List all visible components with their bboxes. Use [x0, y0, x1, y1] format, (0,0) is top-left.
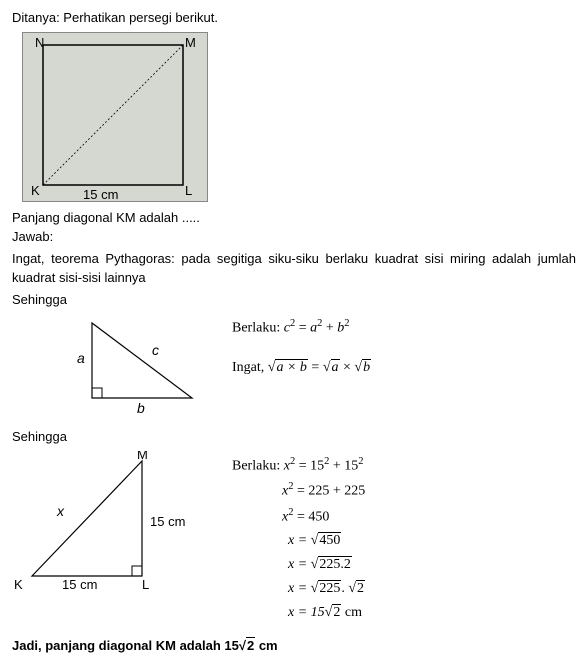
tri-a: a: [77, 350, 85, 366]
tri2-x: x: [56, 503, 65, 519]
label-side: 15 cm: [83, 187, 118, 202]
conclusion: Jadi, panjang diagonal KM adalah 152 cm: [12, 636, 576, 656]
step6: x = 225. 2: [232, 578, 576, 599]
label-K: K: [31, 183, 40, 198]
step2: x2 = 225 + 225: [232, 479, 576, 502]
tri2-K: K: [14, 577, 23, 591]
tri-b: b: [137, 400, 145, 416]
step5: x = 225.2: [232, 554, 576, 575]
tri2-M: M: [137, 451, 148, 462]
step3: x2 = 450: [232, 505, 576, 528]
question-text: Ditanya: Perhatikan persegi berikut.: [12, 8, 576, 28]
eq-solve-col: Berlaku: x2 = 152 + 152 x2 = 225 + 225 x…: [212, 451, 576, 627]
label-M: M: [185, 35, 196, 50]
tri2-side2: 15 cm: [62, 577, 97, 591]
sehingga-2: Sehingga: [12, 427, 576, 447]
sehingga-1: Sehingga: [12, 290, 576, 310]
eq-pythagoras: Berlaku: c2 = a2 + b2: [232, 316, 576, 339]
theorem-text: Ingat, teorema Pythagoras: pada segitiga…: [12, 249, 576, 288]
eq-generic-col: Berlaku: c2 = a2 + b2 Ingat, a × b = a ×…: [212, 313, 576, 381]
jawab-label: Jawab:: [12, 227, 576, 247]
triangle-km-row: M K L x 15 cm 15 cm Berlaku: x2 = 152 + …: [12, 451, 576, 627]
tri-c: c: [152, 342, 159, 358]
label-L: L: [185, 183, 192, 198]
step7: x = 152 cm: [232, 602, 576, 623]
triangle-km: M K L x 15 cm 15 cm: [12, 451, 212, 591]
step1: Berlaku: x2 = 152 + 152: [232, 454, 576, 477]
tri2-side1: 15 cm: [150, 514, 185, 529]
ask-text: Panjang diagonal KM adalah .....: [12, 208, 576, 228]
eq-sqrt-rule: Ingat, a × b = a × b: [232, 357, 576, 378]
triangle-generic: a b c: [12, 313, 212, 423]
step4: x = 450: [232, 530, 576, 551]
tri2-L: L: [142, 577, 149, 591]
square-figure: N M K L 15 cm: [22, 32, 208, 202]
label-N: N: [35, 35, 44, 50]
triangle-generic-row: a b c Berlaku: c2 = a2 + b2 Ingat, a × b…: [12, 313, 576, 423]
